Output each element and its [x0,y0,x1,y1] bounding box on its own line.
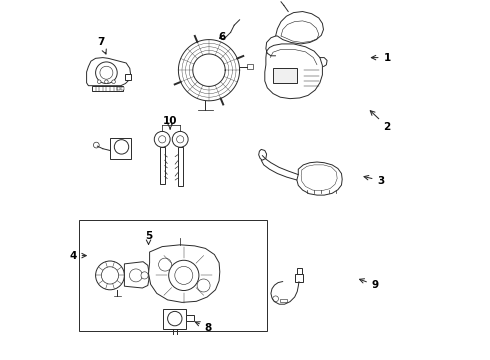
Circle shape [175,266,193,284]
Polygon shape [273,68,297,83]
Circle shape [96,62,117,84]
Circle shape [169,260,199,291]
Circle shape [112,80,116,84]
Circle shape [159,258,171,271]
Circle shape [172,131,188,147]
Polygon shape [186,315,194,321]
Polygon shape [87,58,130,86]
Text: 3: 3 [364,175,385,186]
Bar [79,220,267,331]
Text: 5: 5 [145,231,152,244]
Circle shape [98,80,101,84]
Bar [121,87,123,90]
Polygon shape [163,309,186,329]
Polygon shape [92,86,122,91]
Text: 10: 10 [163,116,177,129]
Polygon shape [297,268,302,274]
Text: 1: 1 [371,53,391,63]
Bar [117,87,120,90]
Circle shape [197,279,210,292]
Polygon shape [125,74,130,80]
Circle shape [159,136,166,143]
Polygon shape [275,12,323,44]
Polygon shape [148,245,220,302]
Circle shape [96,261,124,290]
Circle shape [94,142,99,148]
Polygon shape [124,262,149,288]
Circle shape [129,269,143,282]
Circle shape [176,136,184,143]
Text: 8: 8 [196,322,212,333]
Polygon shape [297,162,342,195]
Text: 7: 7 [98,37,106,54]
Polygon shape [160,147,165,184]
Polygon shape [178,147,183,186]
Circle shape [101,267,119,284]
Bar [280,299,287,302]
Polygon shape [295,274,303,282]
Polygon shape [265,44,322,99]
Circle shape [104,80,108,84]
Text: 2: 2 [370,111,391,132]
Text: 9: 9 [360,279,379,290]
Polygon shape [259,149,267,160]
Circle shape [273,296,278,302]
Bar [247,64,253,69]
Circle shape [168,311,182,326]
Text: 6: 6 [219,32,226,42]
Circle shape [100,66,113,79]
Circle shape [154,131,170,147]
Circle shape [114,140,129,154]
Text: 4: 4 [69,251,86,261]
Circle shape [141,272,148,279]
Polygon shape [110,138,131,159]
